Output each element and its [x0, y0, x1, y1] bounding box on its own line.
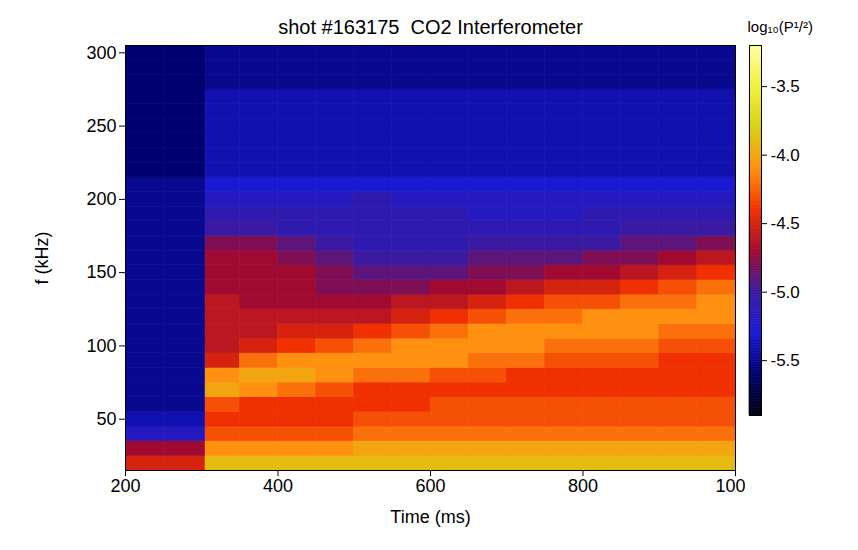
svg-text:150: 150 — [86, 262, 116, 282]
svg-text:800: 800 — [568, 476, 598, 496]
svg-text:1000: 1000 — [715, 476, 745, 496]
svg-text:300: 300 — [86, 43, 116, 63]
svg-text:50: 50 — [96, 409, 116, 429]
svg-text:600: 600 — [415, 476, 445, 496]
svg-text:shot #163175 CO2 Interferomet: shot #163175 CO2 Interferometer — [278, 16, 583, 38]
svg-text:-5.5: -5.5 — [771, 351, 800, 370]
svg-text:100: 100 — [86, 336, 116, 356]
svg-text:200: 200 — [86, 189, 116, 209]
svg-text:f (kHz): f (kHz) — [32, 232, 52, 285]
svg-text:log₁₀(P¹/²): log₁₀(P¹/²) — [748, 18, 813, 35]
svg-text:-4.5: -4.5 — [771, 214, 800, 233]
svg-text:200: 200 — [110, 476, 140, 496]
svg-text:400: 400 — [263, 476, 293, 496]
svg-text:-5.0: -5.0 — [771, 283, 800, 302]
svg-text:-4.0: -4.0 — [771, 146, 800, 165]
svg-text:250: 250 — [86, 116, 116, 136]
svg-text:Time (ms): Time (ms) — [390, 507, 470, 527]
svg-text:-3.5: -3.5 — [771, 77, 800, 96]
